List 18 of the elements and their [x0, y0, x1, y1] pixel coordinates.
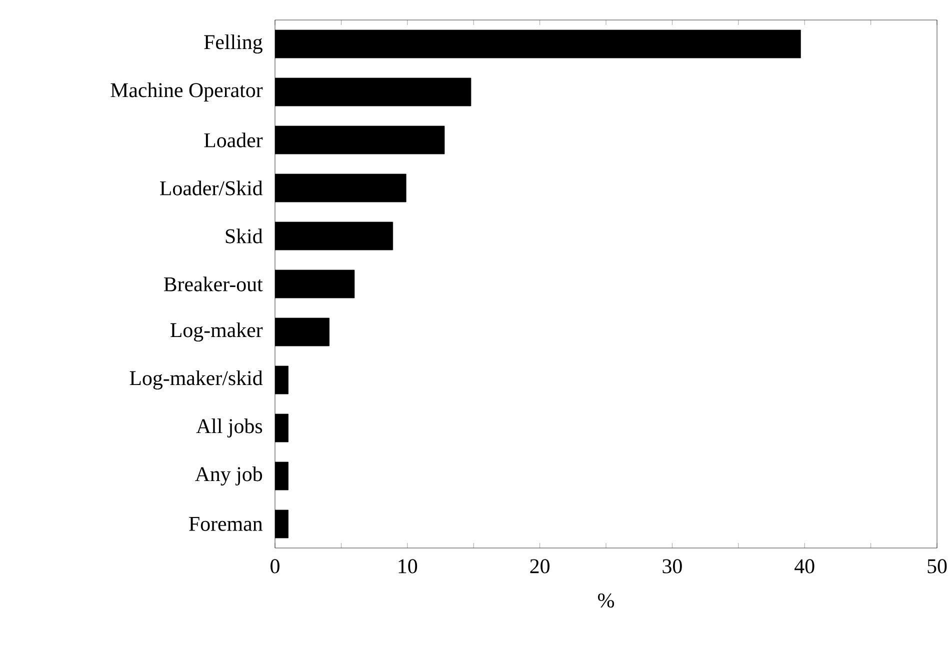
y-tick-label: Foreman — [189, 517, 263, 531]
x-tick-label: 50 — [928, 559, 947, 574]
y-tick-label: Breaker-out — [164, 276, 263, 292]
x-tick-label: 30 — [662, 559, 682, 574]
y-tick-label: Any job — [195, 466, 262, 486]
x-tick-label: 20 — [530, 559, 550, 574]
y-tick-label: Loader — [204, 132, 263, 148]
x-axis-title: % — [598, 593, 614, 608]
y-tick-label: Log-maker — [170, 322, 263, 342]
y-tick-label: Felling — [204, 34, 262, 54]
y-tick-label: Loader/Skid — [160, 180, 263, 196]
y-tick-label: All jobs — [196, 418, 262, 438]
y-tick-label: Machine Operator — [110, 82, 263, 102]
y-tick-label: Log-maker/skid — [130, 370, 263, 390]
x-tick-label: 0 — [270, 559, 280, 574]
x-tick-label: 40 — [794, 559, 814, 574]
x-tick-label: 10 — [398, 559, 418, 574]
y-tick-label: Skid — [226, 228, 263, 244]
